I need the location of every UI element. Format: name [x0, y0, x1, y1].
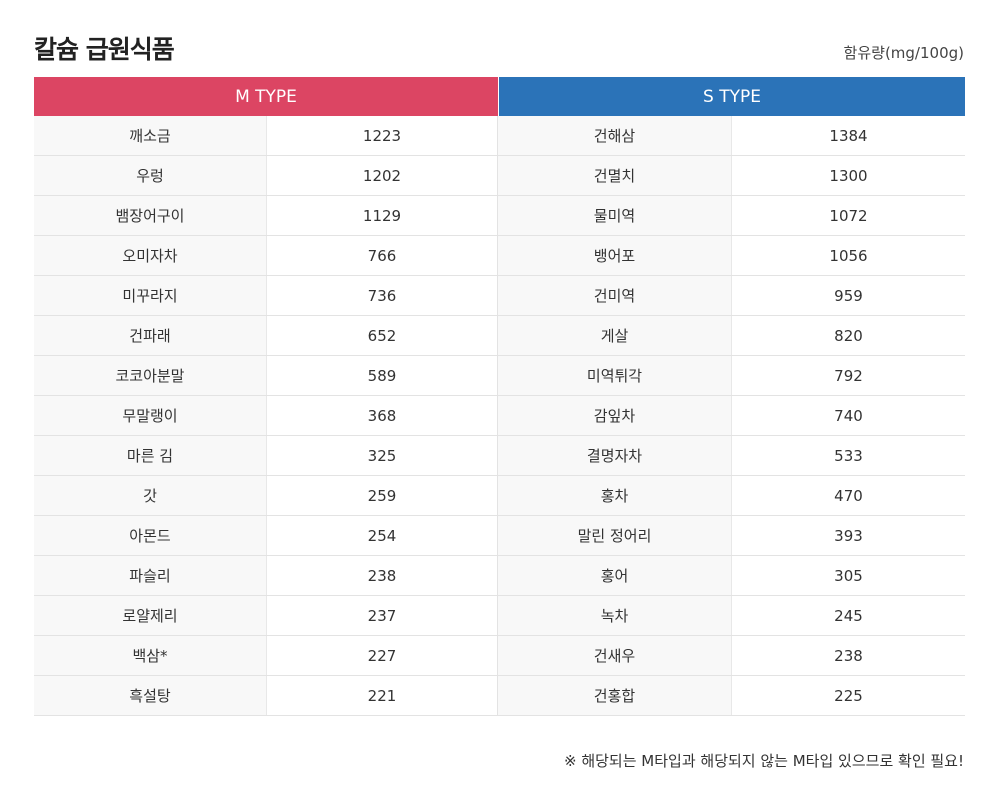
m-calcium-value: 325	[266, 436, 498, 475]
m-food-name: 무말랭이	[34, 396, 266, 435]
s-calcium-value: 393	[731, 516, 965, 555]
m-food-name: 우렁	[34, 156, 266, 195]
s-food-name: 물미역	[498, 196, 731, 235]
m-calcium-value: 259	[266, 476, 498, 515]
s-food-name: 건홍합	[498, 676, 731, 715]
s-calcium-value: 238	[731, 636, 965, 675]
unit-label: 함유량(mg/100g)	[843, 44, 964, 62]
table-row: 백삼* 227 건새우 238	[34, 636, 965, 676]
m-food-name: 코코아분말	[34, 356, 266, 395]
table-row: 아몬드 254 말린 정어리 393	[34, 516, 965, 556]
table-row: 뱀장어구이 1129 물미역 1072	[34, 196, 965, 236]
m-food-name: 갓	[34, 476, 266, 515]
m-food-name: 오미자차	[34, 236, 266, 275]
footnote: ※ 해당되는 M타입과 해당되지 않는 M타입 있으므로 확인 필요!	[563, 752, 964, 770]
table-row: 갓 259 홍차 470	[34, 476, 965, 516]
m-calcium-value: 238	[266, 556, 498, 595]
s-calcium-value: 740	[731, 396, 965, 435]
page-title: 칼슘 급원식품	[34, 35, 175, 64]
s-food-name: 말린 정어리	[498, 516, 731, 555]
s-calcium-value: 305	[731, 556, 965, 595]
m-calcium-value: 221	[266, 676, 498, 715]
m-calcium-value: 254	[266, 516, 498, 555]
s-calcium-value: 959	[731, 276, 965, 315]
s-food-name: 건멸치	[498, 156, 731, 195]
s-food-name: 게살	[498, 316, 731, 355]
m-food-name: 마른 김	[34, 436, 266, 475]
s-calcium-value: 225	[731, 676, 965, 715]
m-food-name: 깨소금	[34, 116, 266, 155]
s-food-name: 미역튀각	[498, 356, 731, 395]
m-food-name: 미꾸라지	[34, 276, 266, 315]
s-calcium-value: 820	[731, 316, 965, 355]
m-calcium-value: 1223	[266, 116, 498, 155]
table-row: 미꾸라지 736 건미역 959	[34, 276, 965, 316]
s-food-name: 홍어	[498, 556, 731, 595]
s-food-name: 감잎차	[498, 396, 731, 435]
m-food-name: 백삼*	[34, 636, 266, 675]
calcium-table: M TYPE S TYPE 깨소금 1223 건해삼 1384 우렁 1202 건멸치 130…	[34, 77, 965, 716]
s-calcium-value: 533	[731, 436, 965, 475]
s-food-name: 녹차	[498, 596, 731, 635]
m-calcium-value: 652	[266, 316, 498, 355]
s-food-name: 뱅어포	[498, 236, 731, 275]
table-header: M TYPE S TYPE	[34, 77, 965, 116]
m-calcium-value: 766	[266, 236, 498, 275]
m-food-name: 건파래	[34, 316, 266, 355]
s-food-name: 홍차	[498, 476, 731, 515]
m-calcium-value: 736	[266, 276, 498, 315]
table-body: 깨소금 1223 건해삼 1384 우렁 1202 건멸치 1300 뱀장어구이 1129 물미역 1…	[34, 116, 965, 716]
m-food-name: 뱀장어구이	[34, 196, 266, 235]
table-row: 무말랭이 368 감잎차 740	[34, 396, 965, 436]
s-food-name: 결명자차	[498, 436, 731, 475]
m-calcium-value: 227	[266, 636, 498, 675]
m-calcium-value: 237	[266, 596, 498, 635]
s-calcium-value: 1072	[731, 196, 965, 235]
table-row: 파슬리 238 홍어 305	[34, 556, 965, 596]
table-row: 마른 김 325 결명자차 533	[34, 436, 965, 476]
m-calcium-value: 1202	[266, 156, 498, 195]
table-row: 건파래 652 게살 820	[34, 316, 965, 356]
s-food-name: 건해삼	[498, 116, 731, 155]
table-row: 오미자차 766 뱅어포 1056	[34, 236, 965, 276]
s-calcium-value: 1384	[731, 116, 965, 155]
s-calcium-value: 470	[731, 476, 965, 515]
table-row: 깨소금 1223 건해삼 1384	[34, 116, 965, 156]
s-type-header: S TYPE	[499, 77, 965, 116]
m-food-name: 로얄제리	[34, 596, 266, 635]
m-food-name: 흑설탕	[34, 676, 266, 715]
table-row: 로얄제리 237 녹차 245	[34, 596, 965, 636]
m-calcium-value: 589	[266, 356, 498, 395]
m-food-name: 아몬드	[34, 516, 266, 555]
s-calcium-value: 245	[731, 596, 965, 635]
m-calcium-value: 368	[266, 396, 498, 435]
table-row: 코코아분말 589 미역튀각 792	[34, 356, 965, 396]
m-type-header: M TYPE	[34, 77, 499, 116]
s-food-name: 건새우	[498, 636, 731, 675]
s-calcium-value: 792	[731, 356, 965, 395]
m-food-name: 파슬리	[34, 556, 266, 595]
table-row: 흑설탕 221 건홍합 225	[34, 676, 965, 716]
table-row: 우렁 1202 건멸치 1300	[34, 156, 965, 196]
s-calcium-value: 1300	[731, 156, 965, 195]
s-food-name: 건미역	[498, 276, 731, 315]
m-calcium-value: 1129	[266, 196, 498, 235]
s-calcium-value: 1056	[731, 236, 965, 275]
